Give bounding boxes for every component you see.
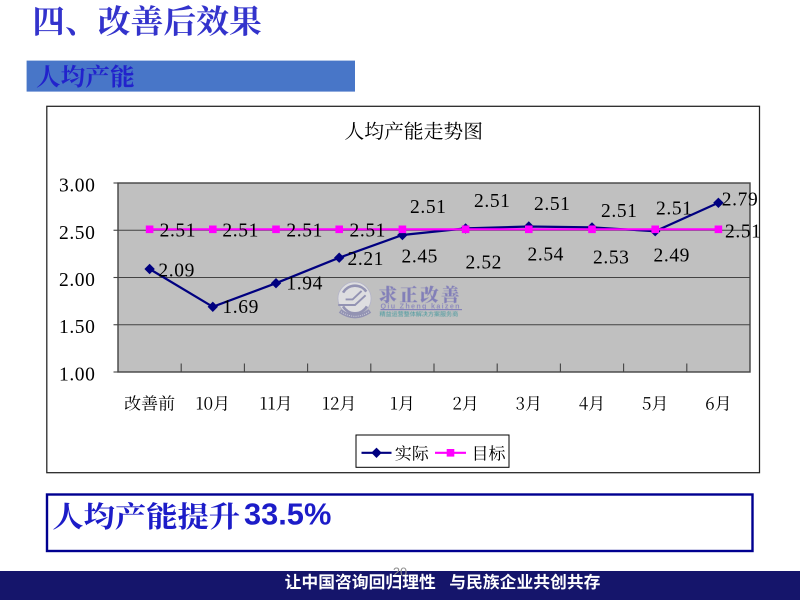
svg-text:1.50: 1.50 [59, 317, 96, 338]
svg-text:2.53: 2.53 [593, 248, 630, 269]
svg-text:2.51: 2.51 [534, 194, 571, 215]
svg-text:2.49: 2.49 [654, 246, 691, 267]
svg-text:2.51: 2.51 [350, 221, 387, 242]
svg-text:2.79: 2.79 [722, 190, 759, 211]
svg-text:2.51: 2.51 [656, 199, 693, 220]
svg-text:1.69: 1.69 [222, 297, 259, 318]
svg-text:2.50: 2.50 [59, 223, 96, 244]
svg-text:2.54: 2.54 [528, 245, 565, 266]
svg-text:1.00: 1.00 [59, 365, 96, 386]
svg-text:33.5%: 33.5% [244, 496, 331, 531]
svg-text:Qiu Zheng kaizen: Qiu Zheng kaizen [381, 301, 461, 310]
svg-text:2.51: 2.51 [286, 221, 323, 242]
svg-text:2.51: 2.51 [725, 222, 762, 243]
svg-text:2.45: 2.45 [402, 247, 439, 268]
svg-text:3.00: 3.00 [59, 176, 96, 197]
svg-text:2.51: 2.51 [601, 201, 638, 222]
svg-text:2.51: 2.51 [410, 197, 447, 218]
svg-text:2.51: 2.51 [160, 221, 197, 242]
svg-text:2.09: 2.09 [158, 261, 195, 282]
svg-text:1.94: 1.94 [286, 273, 323, 294]
svg-text:2.00: 2.00 [59, 270, 96, 291]
svg-text:2.21: 2.21 [348, 249, 385, 270]
svg-text:2.52: 2.52 [466, 253, 503, 274]
svg-text:2.51: 2.51 [474, 191, 511, 212]
svg-text:2.51: 2.51 [222, 221, 259, 242]
